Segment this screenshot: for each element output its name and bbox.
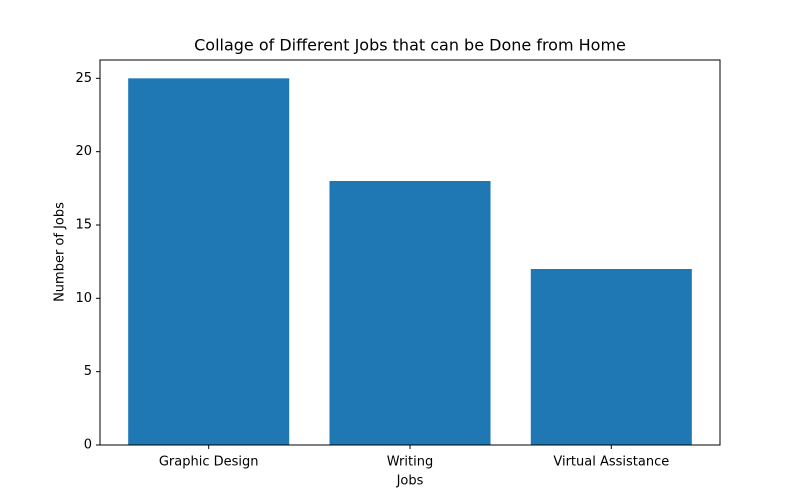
y-axis-label: Number of Jobs <box>53 202 68 302</box>
bar <box>530 269 692 445</box>
y-tick-label: 20 <box>75 144 92 159</box>
y-tick-label: 25 <box>75 71 92 86</box>
y-tick-label: 0 <box>84 438 92 453</box>
y-tick-label: 10 <box>75 291 92 306</box>
x-tick-label: Graphic Design <box>159 455 259 470</box>
bar <box>329 181 491 445</box>
chart-title: Collage of Different Jobs that can be Do… <box>194 36 626 55</box>
x-axis-label: Jobs <box>396 474 424 489</box>
bar <box>128 78 290 445</box>
y-tick-label: 15 <box>75 218 92 233</box>
plot-frame <box>99 59 721 446</box>
x-tick-label: Virtual Assistance <box>553 455 669 470</box>
x-tick-label: Writing <box>387 455 433 470</box>
y-tick-label: 5 <box>84 364 92 379</box>
